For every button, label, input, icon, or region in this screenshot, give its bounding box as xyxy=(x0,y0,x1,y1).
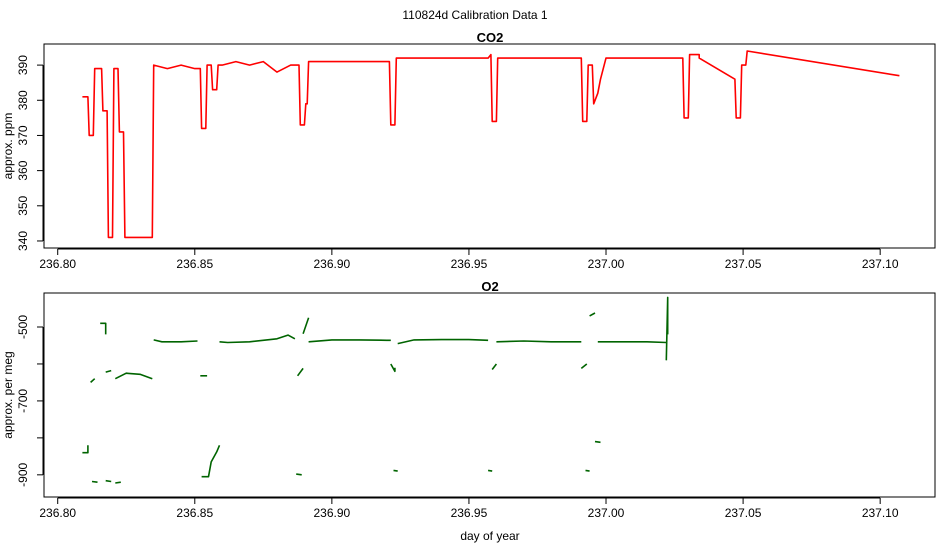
co2-x-tick-label: 236.90 xyxy=(314,257,351,271)
o2-plot-frame xyxy=(43,292,936,498)
co2-x-tick-label: 236.80 xyxy=(39,257,76,271)
o2-y-tick-label: -900 xyxy=(16,462,30,486)
o2-series-line xyxy=(393,469,398,472)
o2-x-axis-label: day of year xyxy=(460,529,519,543)
co2-y-tick-label: 360 xyxy=(16,160,30,180)
o2-series-line xyxy=(105,479,112,483)
o2-series-line xyxy=(585,469,590,472)
o2-x-tick-label: 236.85 xyxy=(176,506,213,520)
o2-series-line xyxy=(219,334,296,344)
co2-y-tick-label: 350 xyxy=(16,195,30,215)
o2-series-line xyxy=(115,481,121,484)
o2-series-line xyxy=(397,338,489,345)
o2-series-line xyxy=(114,372,153,380)
o2-series-line xyxy=(496,340,582,343)
co2-y-tick-label: 340 xyxy=(16,231,30,251)
o2-series-group xyxy=(82,296,669,484)
o2-y-tick-label: -700 xyxy=(16,389,30,413)
o2-series-line xyxy=(302,317,310,334)
o2-series-line xyxy=(390,363,396,373)
co2-x-tick-label: 236.95 xyxy=(451,257,488,271)
o2-series-line xyxy=(296,473,302,476)
o2-y-tick-label: -500 xyxy=(16,315,30,339)
co2-x-tick-label: 236.85 xyxy=(176,257,213,271)
o2-series-line xyxy=(105,369,112,373)
o2-y-axis-label: approx. per meg xyxy=(1,351,15,438)
o2-series-line xyxy=(580,363,588,370)
co2-axes: 236.80 236.85 236.90 236.95 237.00 237.05 237.… xyxy=(16,55,899,271)
o2-x-tick-label: 237.10 xyxy=(862,506,899,520)
o2-series-line xyxy=(491,363,498,370)
co2-x-tick-label: 237.05 xyxy=(725,257,762,271)
co2-series-group xyxy=(82,50,900,239)
o2-x-tick-label: 236.80 xyxy=(39,506,76,520)
o2-panel: O2 236.80 236.85 236.90 236.95 237.00 237.05 2… xyxy=(1,279,936,543)
o2-series-line xyxy=(201,444,221,478)
o2-series-line xyxy=(487,469,493,472)
o2-series-line xyxy=(589,312,596,317)
co2-y-tick-label: 370 xyxy=(16,125,30,145)
o2-series-line xyxy=(153,339,198,343)
o2-panel-title: O2 xyxy=(481,279,498,294)
o2-x-tick-label: 237.00 xyxy=(588,506,625,520)
co2-x-tick-label: 237.10 xyxy=(862,257,899,271)
o2-x-tick-label: 237.05 xyxy=(725,506,762,520)
o2-series-line xyxy=(90,378,96,383)
co2-plot-frame xyxy=(43,43,936,249)
co2-series-line xyxy=(82,50,900,239)
o2-x-tick-label: 236.95 xyxy=(451,506,488,520)
o2-series-line xyxy=(308,339,391,343)
o2-series-line xyxy=(594,440,601,444)
co2-x-tick-label: 237.00 xyxy=(588,257,625,271)
co2-y-axis-label: approx. ppm xyxy=(1,113,15,180)
o2-series-line xyxy=(100,322,107,335)
o2-series-line xyxy=(296,367,304,377)
co2-y-tick-label: 380 xyxy=(16,90,30,110)
o2-axes: 236.80 236.85 236.90 236.95 237.00 237.05 237.… xyxy=(16,315,899,520)
o2-x-tick-label: 236.90 xyxy=(314,506,351,520)
co2-panel-title: CO2 xyxy=(477,30,504,45)
co2-panel: CO2 236.80 236.85 236.90 236.95 237.00 237.05… xyxy=(1,30,936,271)
o2-series-line xyxy=(597,340,667,344)
figure-title: 110824d Calibration Data 1 xyxy=(402,8,548,22)
co2-y-tick-label: 390 xyxy=(16,55,30,75)
o2-series-line xyxy=(82,445,89,454)
o2-series-line xyxy=(665,296,669,361)
o2-series-line xyxy=(91,480,98,483)
